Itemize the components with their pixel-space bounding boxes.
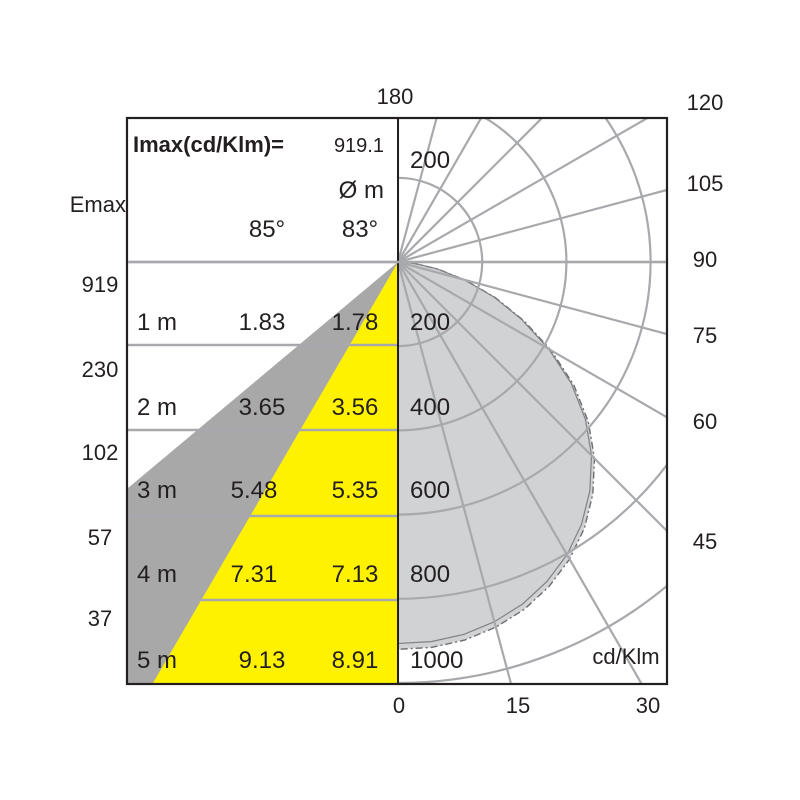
radial-tick-label: 400 (410, 394, 450, 421)
angle-label: 180 (377, 84, 414, 109)
row-diameter-1: 9.13 (239, 647, 286, 674)
bottom-angle-label: 0 (393, 693, 405, 718)
imax-value: 919.1 (334, 135, 384, 157)
radial-tick-labels: 200 200 400 600 800 1000 (410, 147, 463, 674)
row-diameter-2: 8.91 (332, 647, 379, 674)
row-emax: 37 (88, 606, 112, 631)
chart-frame (125, 116, 669, 686)
row-distance: 5 m (137, 647, 177, 674)
angle-label: 105 (687, 171, 724, 196)
row-distance: 2 m (137, 394, 177, 421)
row-labels: 1 m 919 1.83 1.78 2 m 230 3.65 3.56 3 m … (82, 272, 379, 674)
bottom-angle-label: 15 (506, 693, 530, 718)
diameter-label: Ø m (339, 177, 384, 204)
row-diameter-1: 5.48 (231, 477, 278, 504)
bottom-angle-label: 30 (636, 693, 660, 718)
row-diameter-2: 1.78 (332, 309, 379, 336)
grid-spoke (398, 261, 512, 683)
row-emax: 230 (82, 357, 119, 382)
distribution-layer (397, 261, 596, 651)
grid-spoke (398, 118, 483, 263)
radial-tick-label: 200 (410, 147, 450, 174)
polar-grid (398, 118, 666, 683)
row-emax: 919 (82, 272, 119, 297)
emax-label: Emax (70, 192, 126, 217)
grid-spoke (398, 260, 666, 335)
radial-tick-label: 600 (410, 477, 450, 504)
radial-tick-label: 800 (410, 561, 450, 588)
grid-spoke (398, 261, 643, 683)
grid-spoke (398, 118, 650, 263)
grid-spoke (398, 261, 666, 532)
angle-label: 90 (693, 247, 717, 272)
angle-label: 120 (687, 90, 724, 115)
unit-label: cd/Klm (592, 644, 659, 669)
row-diameter-1: 7.31 (231, 561, 278, 588)
row-emax: 57 (88, 525, 112, 550)
radial-tick-label: 200 (410, 309, 450, 336)
beam-angle-1: 85° (249, 216, 285, 243)
row-distance: 3 m (137, 477, 177, 504)
row-diameter-2: 3.56 (332, 394, 379, 421)
imax-label: Imax(cd/Klm)= (133, 132, 284, 157)
grid-spoke (398, 189, 666, 264)
grid-spoke (398, 261, 666, 419)
row-emax: 102 (82, 440, 119, 465)
angle-label: 60 (693, 409, 717, 434)
row-distance: 4 m (137, 561, 177, 588)
beam-angle-2: 83° (342, 216, 378, 243)
grid-spoke (398, 118, 438, 263)
row-diameter-1: 1.83 (239, 309, 286, 336)
row-diameter-1: 3.65 (239, 394, 286, 421)
angle-label: 45 (693, 529, 717, 554)
beam-cone-yellow (153, 262, 398, 683)
row-diameter-2: 5.35 (332, 477, 379, 504)
row-distance: 1 m (137, 309, 177, 336)
angle-labels: 180 120 105 90 75 60 45 0 15 30 (377, 84, 724, 718)
angle-label: 75 (693, 323, 717, 348)
grid-spoke (398, 118, 544, 263)
row-diameter-2: 7.13 (332, 561, 379, 588)
radial-tick-label: 1000 (410, 647, 463, 674)
